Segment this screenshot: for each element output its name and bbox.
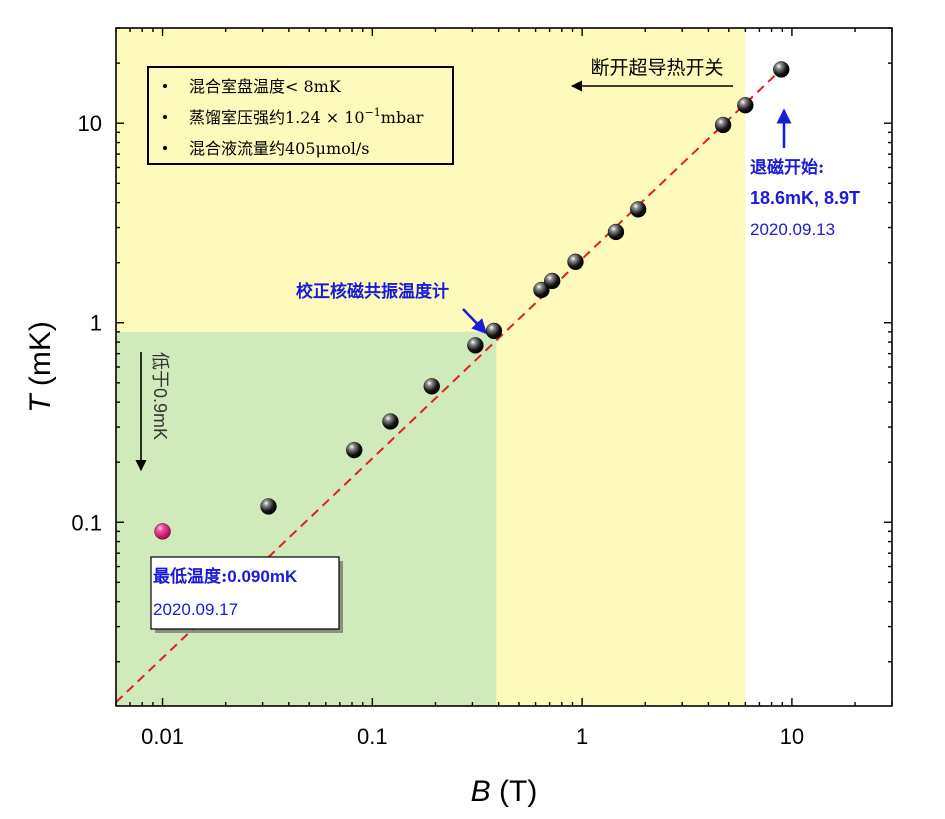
legend-box: 混合室盘温度< 8mK 蒸馏室压强约1.24 × 10−1mbar 混合液流量约… xyxy=(147,66,454,165)
calibration-label: 校正核磁共振温度计 xyxy=(296,281,449,302)
y-tick-label: 0.1 xyxy=(71,510,102,535)
demag-start-date: 2020.09.13 xyxy=(750,220,835,239)
x-axis-title: B (T) xyxy=(471,775,538,808)
y-tick-label: 1 xyxy=(90,311,102,336)
data-point xyxy=(773,61,790,78)
data-point xyxy=(260,498,277,515)
lowest-point xyxy=(154,523,171,540)
lowest-temperature-box: 最低温度:0.090mK 2020.09.17 xyxy=(150,556,343,633)
data-point xyxy=(737,97,754,114)
data-point xyxy=(346,441,363,459)
x-tick-label: 1 xyxy=(576,724,588,749)
legend-bullet xyxy=(163,146,167,150)
legend-item: 混合室盘温度< 8mK xyxy=(189,77,342,96)
data-point xyxy=(714,116,732,134)
y-axis-title: T (mK) xyxy=(24,321,57,413)
legend-item: 混合液流量约405μmol/s xyxy=(189,139,369,158)
x-tick-label: 0.01 xyxy=(141,724,184,749)
data-point xyxy=(382,413,399,430)
lowest-temperature-title: 最低温度:0.090mK xyxy=(153,566,298,587)
legend-bullet xyxy=(163,84,167,88)
legend-bullet xyxy=(163,115,167,119)
data-point xyxy=(467,337,484,354)
data-point xyxy=(629,201,647,218)
data-point xyxy=(533,281,550,299)
data-point xyxy=(485,322,503,340)
legend-item: 蒸馏室压强约1.24 × 10−1mbar xyxy=(189,106,424,127)
x-tick-label: 10 xyxy=(780,724,804,749)
x-tick-label: 0.1 xyxy=(357,724,388,749)
data-point xyxy=(567,253,584,271)
data-point xyxy=(607,223,625,241)
data-point xyxy=(543,272,561,290)
below-label: 低于0.9mK xyxy=(150,352,170,440)
data-point xyxy=(423,378,440,395)
lowest-temperature-date: 2020.09.17 xyxy=(153,600,238,619)
switch-label: 断开超导热开关 xyxy=(590,57,723,79)
calibration-arrow xyxy=(462,308,488,335)
demag-start-title: 退磁开始: xyxy=(750,157,824,178)
y-tick-label: 10 xyxy=(78,111,102,136)
demag-start-value: 18.6mK, 8.9T xyxy=(750,188,860,208)
